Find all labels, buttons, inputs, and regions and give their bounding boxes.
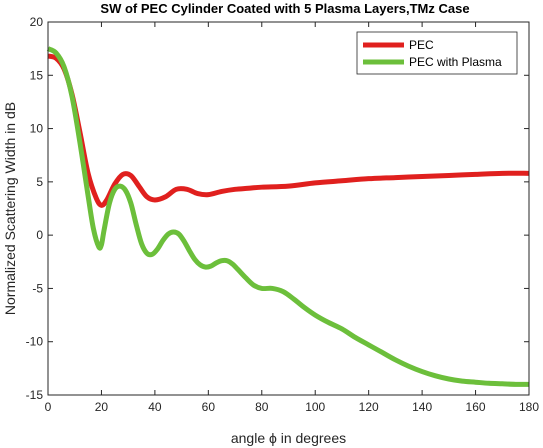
plot-area-border bbox=[47, 21, 530, 396]
y-tick-label: 20 bbox=[30, 15, 44, 29]
x-tick-label: 140 bbox=[412, 400, 432, 414]
series-line-pec-with-plasma bbox=[46, 46, 530, 387]
x-tick-label: 80 bbox=[255, 400, 269, 414]
x-tick-label: 40 bbox=[148, 400, 162, 414]
x-tick-label: 100 bbox=[305, 400, 325, 414]
y-axis-label: Normalized Scattering Width in dB bbox=[2, 102, 18, 315]
axis-ticks: 0 20 40 60 80 100 120 140 160 180 -15 -10 -5 0 5 10 15 20 bbox=[26, 15, 540, 414]
x-tick-label: 120 bbox=[359, 400, 379, 414]
legend-label-pec: PEC bbox=[409, 38, 434, 52]
y-tick-label: 0 bbox=[36, 228, 43, 242]
y-tick-label: 5 bbox=[36, 175, 43, 189]
x-axis-label: angle ϕ in degrees bbox=[231, 430, 346, 446]
chart-title: SW of PEC Cylinder Coated with 5 Plasma … bbox=[100, 1, 469, 16]
y-tick-label: -5 bbox=[32, 281, 43, 295]
x-tick-label: 20 bbox=[95, 400, 109, 414]
plot-lines bbox=[46, 46, 530, 387]
y-tick-label: -15 bbox=[26, 388, 44, 402]
x-tick-label: 60 bbox=[202, 400, 216, 414]
y-tick-label: 15 bbox=[30, 68, 44, 82]
x-tick-label: 0 bbox=[45, 400, 52, 414]
legend-box bbox=[356, 31, 518, 75]
series-line-pec bbox=[47, 53, 530, 208]
x-tick-label: 160 bbox=[466, 400, 486, 414]
legend: PEC PEC with Plasma bbox=[356, 31, 518, 75]
legend-label-pec-with-plasma: PEC with Plasma bbox=[409, 55, 502, 69]
y-tick-label: -10 bbox=[26, 335, 44, 349]
x-tick-label: 180 bbox=[519, 400, 539, 414]
y-tick-label: 10 bbox=[30, 122, 44, 136]
